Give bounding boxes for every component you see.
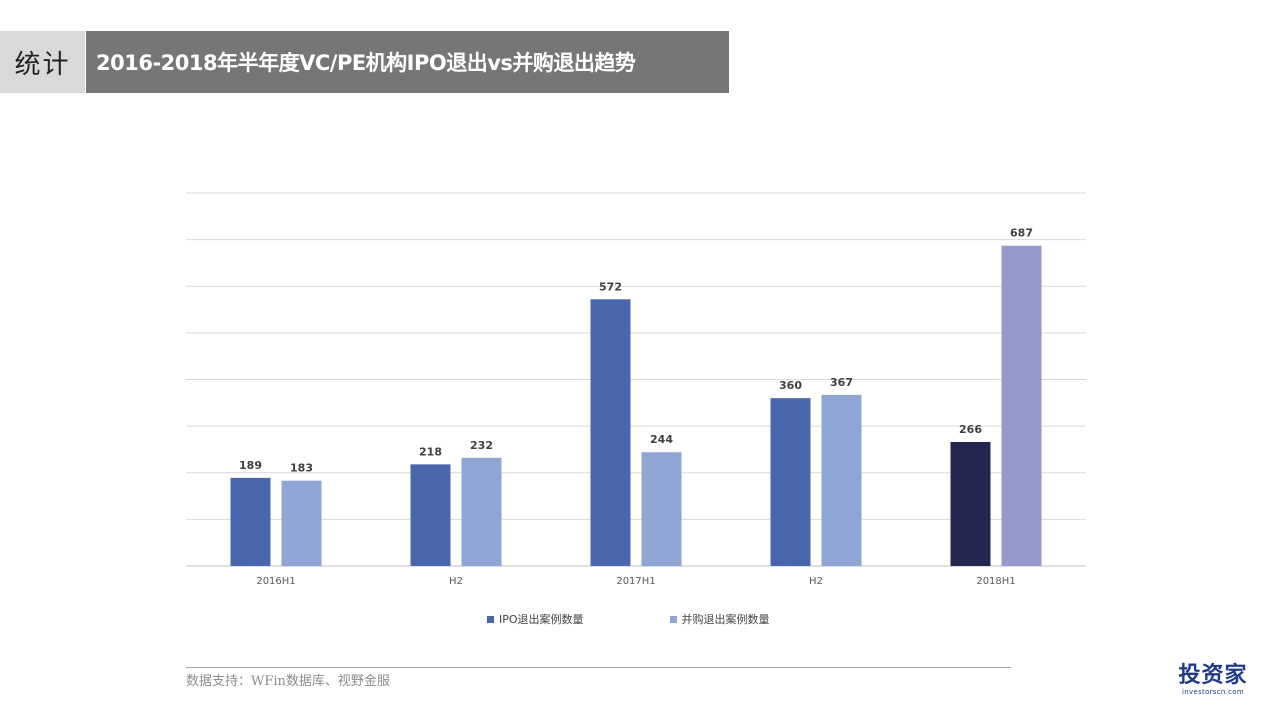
data-label-ipo-2: 572 [599,280,622,293]
data-label-ipo-3: 360 [779,379,802,392]
data-label-ma-3: 367 [830,376,853,389]
data-label-ipo-4: 266 [959,423,982,436]
legend-label-ipo: IPO退出案例数量 [499,613,584,626]
data-label-ipo-0: 189 [239,459,262,472]
x-tick-label: 2017H1 [616,576,655,587]
bar-ma-3 [821,394,862,566]
legend-swatch-ipo [487,615,494,623]
page-title: 2016-2018年半年度VC/PE机构IPO退出vs并购退出趋势 [86,31,729,93]
bar-ma-1 [461,457,502,566]
bar-ipo-4 [950,441,991,566]
data-label-ma-0: 183 [290,462,313,475]
bar-ma-2 [641,452,682,566]
investorscn-logo: 投资家 investorscn.com [1172,664,1254,700]
legend-item-ipo: IPO退出案例数量 [487,611,584,627]
data-label-ma-1: 232 [470,439,493,452]
source-divider [186,667,1011,668]
chart-legend: IPO退出案例数量 并购退出案例数量 [487,611,770,627]
legend-label-ma: 并购退出案例数量 [681,613,770,626]
logo-main-text: 投资家 [1178,663,1248,688]
legend-swatch-ma [669,615,677,623]
data-label-ipo-1: 218 [419,445,442,458]
bar-ma-0 [281,480,322,566]
bar-ipo-3 [770,398,811,566]
section-tag: 统计 [0,31,85,93]
x-tick-label: H2 [809,576,823,587]
bar-ma-4 [1001,245,1042,566]
data-source: 数据支持：WFin数据库、视野金服 [186,674,390,689]
x-tick-label: H2 [449,576,463,587]
x-tick-label: 2018H1 [976,576,1015,587]
bar-ipo-1 [410,464,451,566]
bar-ipo-0 [230,477,271,566]
data-label-ma-2: 244 [650,433,673,446]
bar-ipo-2 [590,299,631,566]
x-tick-label: 2016H1 [256,576,295,587]
legend-item-ma: 并购退出案例数量 [669,611,770,627]
data-label-ma-4: 687 [1010,227,1033,240]
logo-sub-text: investorscn.com [1182,688,1244,696]
